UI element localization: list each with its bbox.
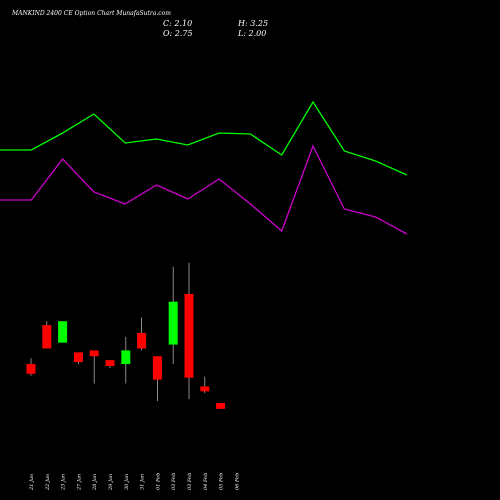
candle-body [89, 350, 99, 357]
candle-body [121, 350, 131, 365]
x-tick-label: 31 Jan [140, 474, 146, 490]
candle-group [26, 262, 226, 409]
candle-body [58, 321, 68, 343]
chart-title: MANKIND 2400 CE Option Chart MunafaSutra… [11, 10, 171, 17]
close-value: C: 2.10 [163, 19, 192, 28]
candle-body [105, 360, 115, 366]
candle-body [216, 403, 226, 409]
candle-body [137, 332, 147, 349]
x-tick-label: 05 Feb [219, 473, 225, 490]
series-line-upper [0, 100, 408, 176]
series-line-lower [0, 144, 408, 235]
x-tick-label: 03 Feb [171, 473, 177, 490]
candle-body [73, 352, 83, 363]
high-value: H: 3.25 [237, 19, 268, 28]
x-tick-label: 03 Feb [187, 473, 193, 490]
open-value: O: 2.75 [163, 29, 193, 38]
x-tick-label: 29 Jan [108, 474, 114, 491]
x-tick-label: 04 Feb [203, 473, 209, 490]
candle-body [26, 364, 36, 374]
candle-body [42, 325, 52, 349]
x-tick-label: 21 Jan [29, 474, 35, 491]
x-tick-label: 27 Jan [76, 474, 82, 491]
low-value: L: 2.00 [237, 29, 266, 38]
x-tick-label: 23 Jan [61, 474, 67, 491]
x-tick-label: 28 Jan [92, 474, 98, 491]
x-tick-label: 22 Jan [45, 474, 51, 491]
candle-body [200, 386, 210, 392]
candle-body [152, 356, 162, 380]
candle-body [168, 301, 178, 345]
candle-body [184, 293, 194, 378]
x-tick-label: 01 Feb [155, 473, 161, 490]
x-tick-label: 06 Feb [234, 473, 240, 490]
x-axis-ticks: 21 Jan 22 Jan 23 Jan 27 Jan 28 Jan 29 Jan 30 J… [29, 473, 240, 491]
x-tick-label: 30 Jan [124, 474, 130, 490]
